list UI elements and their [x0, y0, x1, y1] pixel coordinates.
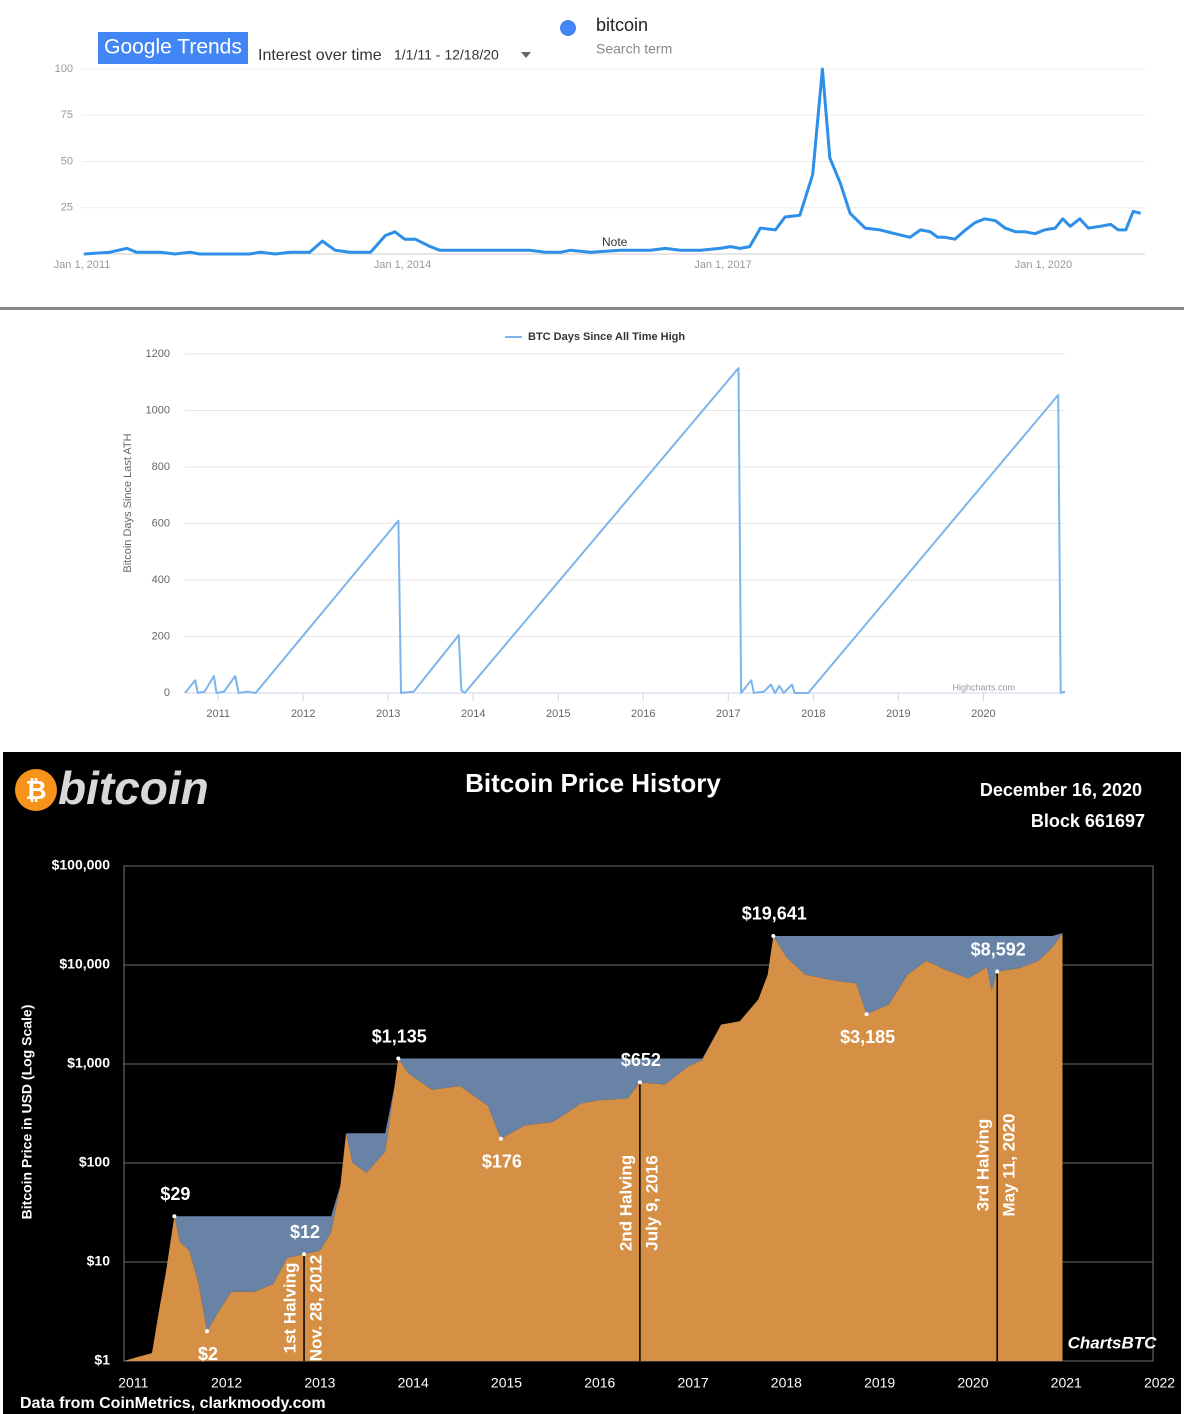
y-tick-label: 25	[61, 202, 73, 214]
separator	[0, 307, 1184, 310]
y-tick-label: 50	[61, 155, 73, 167]
annotation-label: $176	[482, 1151, 522, 1171]
x-tick-label: 2019	[864, 1375, 895, 1391]
x-tick-label: Jan 1, 2014	[374, 259, 432, 271]
brand-box	[98, 32, 248, 64]
logo-text: bitcoin	[58, 762, 209, 814]
y-tick-label: 600	[152, 517, 170, 529]
block: Block 661697	[1031, 811, 1145, 831]
y-tick-label: 0	[164, 687, 170, 699]
logo-symbol: ₿	[25, 775, 46, 805]
legend-label[interactable]: BTC Days Since All Time High	[528, 331, 685, 343]
chart-title: Interest over time	[258, 47, 382, 64]
x-tick-label: 2013	[376, 708, 400, 720]
x-tick-label: 2016	[631, 708, 655, 720]
x-tick-label: 2016	[584, 1375, 615, 1391]
x-tick-label: 2011	[206, 708, 230, 720]
chart-title: Bitcoin Price History	[465, 768, 721, 798]
x-tick-label: 2019	[886, 708, 910, 720]
y-tick-label: $1,000	[67, 1055, 110, 1071]
x-tick-label: 2014	[461, 708, 485, 720]
annotation-label: $12	[290, 1222, 320, 1242]
annotation-dot	[396, 1056, 401, 1061]
line	[83, 67, 1142, 256]
x-tick-label: 2012	[291, 708, 315, 720]
x-tick-label: 2014	[398, 1375, 429, 1391]
x-tick-label: 2017	[716, 708, 740, 720]
source: Data from CoinMetrics, clarkmoody.com	[20, 1395, 326, 1412]
date: December 16, 2020	[980, 780, 1142, 800]
legend-label: bitcoin	[596, 15, 648, 35]
price-area	[124, 933, 1063, 1361]
annotation-dot	[498, 1136, 503, 1141]
x-tick-label: 2020	[971, 708, 995, 720]
x-tick-label: 2020	[957, 1375, 988, 1391]
x-tick-label: 2012	[211, 1375, 242, 1391]
y-tick-label: $1	[94, 1352, 110, 1368]
x-tick-label: 2018	[771, 1375, 802, 1391]
annotation-label: $19,641	[742, 904, 807, 924]
annotation-label: $1,135	[372, 1026, 427, 1046]
halving-label: 1st Halving	[281, 1263, 300, 1354]
y-axis-title: Bitcoin Price in USD (Log Scale)	[19, 1005, 35, 1220]
legend-dot	[560, 20, 576, 36]
brand: ChartsBTC	[1068, 1333, 1158, 1352]
y-tick-label: 200	[152, 630, 170, 642]
x-tick-label: 2015	[491, 1375, 522, 1391]
annotation-dot	[172, 1214, 177, 1219]
drawdown-area	[124, 933, 1063, 1361]
y-tick-label: 800	[152, 461, 170, 473]
x-tick-label: Jan 1, 2017	[694, 259, 752, 271]
legend-caption: Search term	[596, 41, 672, 57]
annotation-label: $29	[160, 1184, 190, 1204]
y-tick-label: $10,000	[59, 956, 110, 972]
y-tick-label: 1000	[146, 404, 170, 416]
credit[interactable]: Highcharts.com	[952, 682, 1015, 692]
x-tick-label: 2021	[1051, 1375, 1082, 1391]
y-tick-label: 75	[61, 109, 73, 121]
line	[184, 367, 1066, 694]
y-tick-label: $10	[87, 1253, 111, 1269]
x-tick-label: Jan 1, 2011	[54, 259, 111, 271]
x-tick-label: Jan 1, 2020	[1015, 259, 1073, 271]
x-tick-label: 2018	[801, 708, 825, 720]
x-tick-label: 2011	[118, 1375, 148, 1391]
halving-label: Nov. 28, 2012	[307, 1255, 326, 1361]
x-tick-label: 2015	[546, 708, 570, 720]
note[interactable]: Note	[602, 235, 628, 249]
logo-circle	[15, 769, 57, 811]
halving-label: 3rd Halving	[974, 1119, 993, 1212]
annotation-label: $3,185	[840, 1027, 895, 1047]
y-axis-title: Bitcoin Days Since Last ATH	[122, 433, 134, 572]
dropdown-arrow[interactable]	[521, 52, 531, 58]
halving-label: 2nd Halving	[616, 1155, 635, 1251]
annotation-label: $652	[621, 1050, 661, 1070]
y-tick-label: 1200	[146, 348, 170, 360]
halving-label: July 9, 2016	[642, 1155, 661, 1250]
y-tick-label: $100	[79, 1154, 110, 1170]
annotation-dot	[302, 1252, 307, 1257]
y-tick-label: $100,000	[52, 857, 111, 873]
subtitle[interactable]: 1/1/11 - 12/18/20	[394, 47, 499, 63]
brand: Google Trends	[104, 36, 242, 59]
halving-label: May 11, 2020	[1000, 1113, 1019, 1216]
annotation-dot	[637, 1080, 642, 1085]
annotation-dot	[995, 969, 1000, 974]
y-tick-label: 400	[152, 574, 170, 586]
x-tick-label: 2017	[677, 1375, 708, 1391]
annotation-label: $2	[198, 1344, 218, 1364]
y-tick-label: 100	[55, 63, 73, 75]
annotation-dot	[864, 1012, 869, 1017]
annotation-dot	[771, 933, 776, 938]
annotation-label: $8,592	[971, 939, 1026, 959]
x-tick-label: 2022	[1144, 1375, 1175, 1391]
x-tick-label: 2013	[304, 1375, 335, 1391]
annotation-dot	[205, 1329, 210, 1334]
